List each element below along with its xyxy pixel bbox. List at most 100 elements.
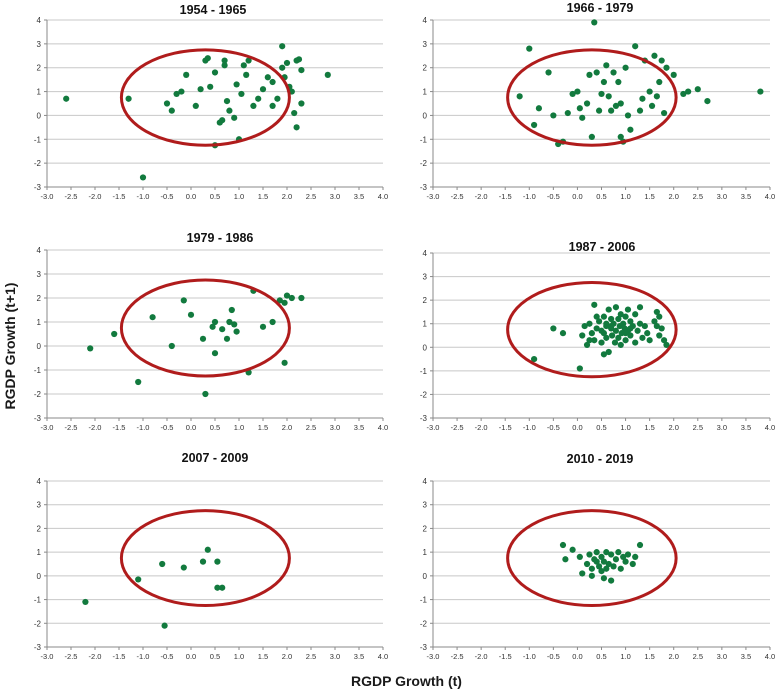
x-tick-label: 0.5 bbox=[596, 423, 606, 432]
data-point bbox=[634, 327, 641, 334]
data-point bbox=[531, 121, 538, 129]
x-tick-label: 4.0 bbox=[378, 192, 388, 201]
data-point bbox=[298, 294, 305, 302]
data-point bbox=[243, 71, 250, 78]
x-tick-label: -0.5 bbox=[547, 423, 560, 432]
data-point bbox=[298, 100, 305, 107]
data-point bbox=[622, 313, 629, 320]
data-point bbox=[574, 88, 581, 95]
data-point bbox=[617, 133, 624, 140]
data-point bbox=[593, 325, 600, 332]
data-point bbox=[615, 549, 622, 556]
data-point bbox=[615, 78, 622, 86]
data-point bbox=[632, 339, 639, 346]
x-tick-label: -2.0 bbox=[475, 192, 488, 201]
data-point bbox=[658, 325, 665, 332]
x-tick-label: 1.5 bbox=[258, 192, 268, 201]
data-point bbox=[259, 86, 267, 93]
y-tick-label: 1 bbox=[423, 320, 428, 329]
data-point bbox=[617, 341, 624, 349]
data-point bbox=[620, 553, 627, 560]
y-tick-label: -3 bbox=[420, 414, 428, 423]
data-point bbox=[617, 311, 624, 318]
data-point bbox=[576, 553, 583, 560]
data-point bbox=[627, 318, 634, 325]
x-tick-label: 1.0 bbox=[620, 423, 630, 432]
data-point bbox=[600, 78, 608, 86]
chart-title: 2010 - 2019 bbox=[567, 452, 634, 466]
data-point bbox=[240, 62, 247, 69]
y-tick-label: 1 bbox=[37, 88, 42, 97]
data-point bbox=[550, 112, 557, 119]
y-tick-label: -2 bbox=[34, 159, 42, 168]
data-point bbox=[600, 558, 608, 565]
y-tick-label: 2 bbox=[37, 294, 42, 303]
data-point bbox=[641, 322, 648, 330]
data-point bbox=[531, 355, 538, 363]
data-point bbox=[629, 560, 636, 568]
data-point bbox=[562, 556, 569, 563]
x-tick-label: -2.5 bbox=[65, 652, 78, 661]
data-point bbox=[603, 565, 610, 572]
data-point bbox=[605, 560, 612, 568]
x-tick-label: 1.0 bbox=[620, 192, 630, 201]
data-point bbox=[617, 100, 624, 107]
x-tick-label: 0.0 bbox=[186, 652, 196, 661]
y-tick-label: -1 bbox=[34, 596, 42, 605]
x-tick-label: 2.0 bbox=[282, 192, 292, 201]
data-point bbox=[221, 62, 228, 69]
y-tick-label: -2 bbox=[420, 159, 428, 168]
x-tick-label: -3.0 bbox=[41, 192, 54, 201]
x-tick-label: 1.5 bbox=[258, 423, 268, 432]
data-point bbox=[660, 337, 668, 344]
data-point bbox=[685, 88, 692, 95]
data-point bbox=[281, 299, 288, 306]
data-point bbox=[125, 95, 132, 102]
data-point bbox=[632, 43, 639, 50]
data-point bbox=[617, 565, 624, 572]
data-point bbox=[211, 69, 219, 76]
y-tick-label: 2 bbox=[423, 64, 428, 73]
data-point bbox=[579, 114, 586, 121]
data-point bbox=[223, 335, 231, 342]
data-point bbox=[168, 342, 175, 350]
scatter-panel-1: 4 3 2 1 0 -1 -2 -3-3.0 -2.5 -2.0 -1.5 -1.0 -0.5 0.0 0.… bbox=[34, 3, 388, 201]
x-tick-label: -0.5 bbox=[161, 423, 174, 432]
data-point bbox=[264, 74, 271, 81]
y-tick-label: -2 bbox=[420, 390, 428, 399]
x-tick-label: -2.0 bbox=[475, 652, 488, 661]
data-point bbox=[632, 553, 639, 560]
data-point bbox=[211, 350, 219, 357]
data-point bbox=[163, 100, 171, 107]
y-tick-label: -3 bbox=[420, 643, 428, 652]
data-point bbox=[644, 330, 651, 337]
y-tick-label: -2 bbox=[34, 390, 42, 399]
data-point bbox=[593, 549, 600, 556]
data-point bbox=[238, 90, 245, 98]
y-tick-label: 0 bbox=[423, 111, 428, 120]
data-point bbox=[603, 320, 610, 327]
x-tick-label: -3.0 bbox=[427, 192, 440, 201]
data-point bbox=[324, 71, 331, 78]
data-point bbox=[576, 365, 583, 372]
x-tick-label: 2.5 bbox=[693, 652, 703, 661]
data-point bbox=[636, 541, 644, 549]
data-point bbox=[608, 551, 615, 558]
x-tick-label: 1.5 bbox=[644, 192, 654, 201]
y-axis-label: RGDP Growth (t+1) bbox=[2, 282, 18, 410]
data-point bbox=[680, 90, 687, 98]
x-tick-label: 3.5 bbox=[354, 652, 364, 661]
data-point bbox=[187, 311, 195, 318]
data-point bbox=[639, 95, 646, 102]
data-point bbox=[586, 337, 593, 344]
data-point bbox=[608, 577, 615, 584]
data-point bbox=[559, 330, 567, 337]
x-tick-label: -1.0 bbox=[137, 652, 150, 661]
data-point bbox=[202, 390, 209, 398]
data-point bbox=[583, 100, 591, 107]
data-point bbox=[598, 90, 605, 98]
data-point bbox=[581, 322, 588, 330]
x-tick-label: 3.0 bbox=[717, 423, 727, 432]
x-tick-label: 4.0 bbox=[378, 652, 388, 661]
y-tick-label: -3 bbox=[34, 643, 42, 652]
